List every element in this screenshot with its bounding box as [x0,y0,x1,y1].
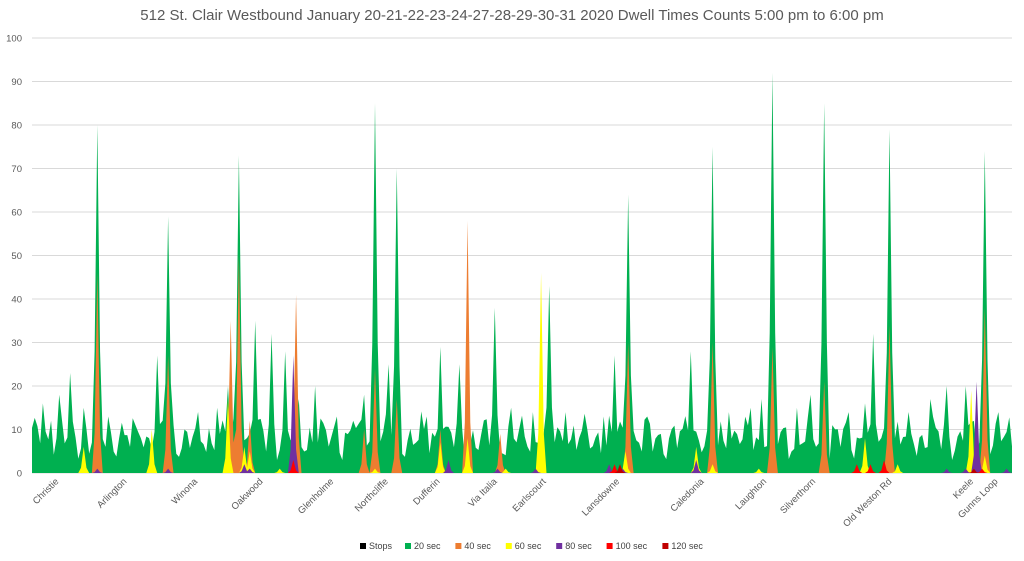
legend-swatch [360,543,366,549]
chart-title: 512 St. Clair Westbound January 20-21-22… [140,7,883,24]
legend-label: 60 sec [515,541,542,551]
legend-swatch [505,543,512,549]
y-tick-label: 40 [11,295,22,306]
x-tick-label: Laughton [733,476,769,512]
legend-item: 80 sec [556,541,592,551]
x-tick-label: Earlscourt [511,476,549,514]
legend-item: 100 sec [606,541,648,551]
legend-swatch [455,543,462,549]
legend-item: Stops [360,541,393,551]
y-tick-label: 20 [11,382,22,393]
y-tick-label: 90 [11,77,22,88]
x-tick-label: Via Italia [466,476,500,510]
y-tick-label: 50 [11,251,22,262]
y-tick-label: 80 [11,121,22,132]
y-axis-ticks: 0 10 20 30 40 50 60 70 80 90 100 [6,34,22,480]
legend: Stops 20 sec 40 sec 60 sec 80 sec 100 sec 120 … [360,541,703,551]
legend-item: 120 sec [662,541,703,551]
plot-areas [32,72,1012,474]
x-tick-label: Christie [31,476,62,507]
y-tick-label: 30 [11,338,22,349]
x-tick-label: Arlington [95,476,129,510]
x-tick-label: Oakwood [229,476,265,512]
legend-label: 80 sec [565,541,592,551]
y-tick-label: 10 [11,425,22,436]
x-axis-ticks: Christie Arlington Winona Oakwood Glenholme N… [31,476,1001,530]
legend-swatch [556,543,563,549]
x-tick-label: Glenholme [296,476,336,516]
legend-swatch [606,543,613,549]
legend-item: 60 sec [505,541,542,551]
legend-swatch [662,543,669,549]
legend-swatch [405,543,411,549]
y-tick-label: 100 [6,34,22,45]
x-tick-label: Dufferin [411,476,442,507]
y-tick-label: 0 [17,469,22,480]
legend-label: 40 sec [464,541,491,551]
y-tick-label: 70 [11,164,22,175]
x-tick-label: Northcliffe [353,476,391,514]
x-tick-label: Lansdowne [580,476,622,518]
legend-item: 40 sec [455,541,491,551]
x-tick-label: Caledonia [668,476,707,515]
area-series-20-sec [32,72,1012,474]
x-tick-label: Old Weston Rd [841,476,894,529]
legend-label: Stops [369,541,393,551]
legend-label: 100 sec [616,541,648,551]
x-tick-label: Silverthorn [778,476,818,516]
legend-label: 120 sec [671,541,703,551]
legend-label: 20 sec [414,541,441,551]
legend-item: 20 sec [405,541,441,551]
x-tick-label: Winona [170,476,201,507]
y-tick-label: 60 [11,208,22,219]
